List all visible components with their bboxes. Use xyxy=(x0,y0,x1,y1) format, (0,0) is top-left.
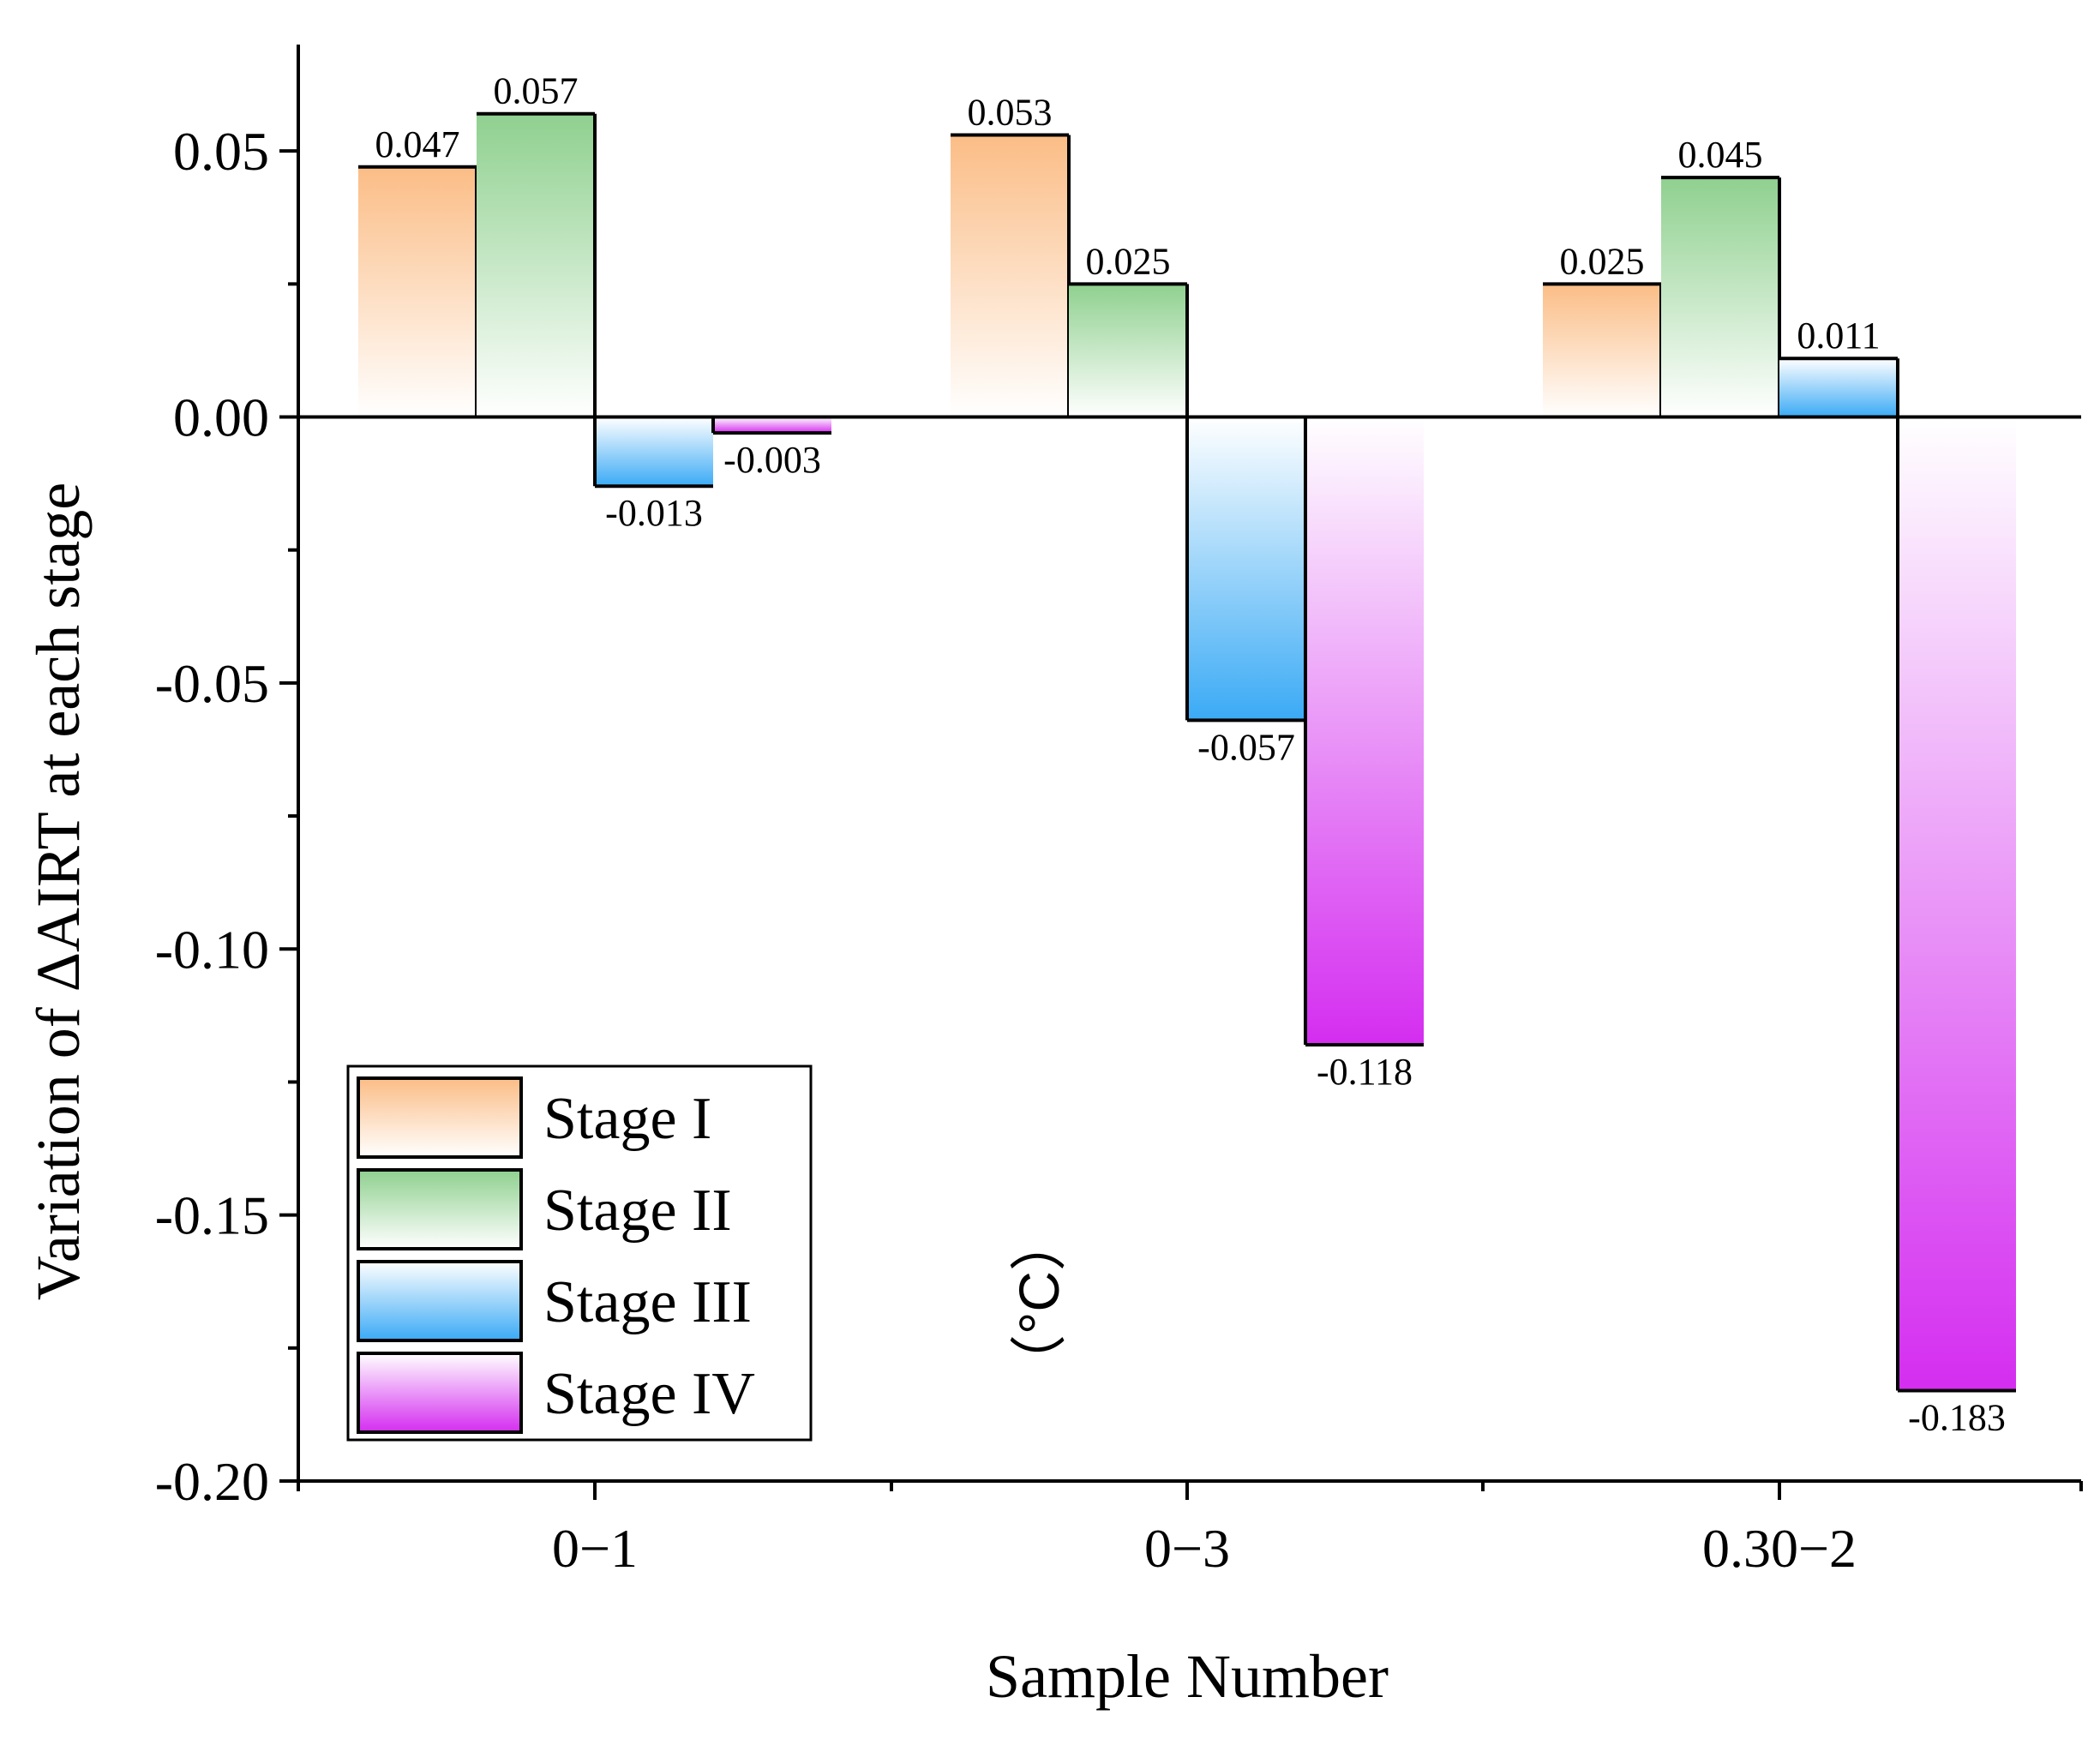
data-label: -0.057 xyxy=(1197,726,1295,768)
data-label: -0.183 xyxy=(1908,1396,2006,1438)
y-axis-title: Variation of ΔAIRT at each stage xyxy=(24,483,93,1300)
legend-label-stage-1: Stage I xyxy=(543,1086,711,1152)
bars-layer xyxy=(358,111,2016,1393)
data-label: 0.053 xyxy=(968,92,1053,134)
y-tick-label: 0.05 xyxy=(173,121,269,182)
bar-stage-3-2 xyxy=(1779,358,1898,417)
legend-label-stage-3: Stage III xyxy=(543,1269,752,1335)
legend-label-stage-2: Stage II xyxy=(543,1178,732,1244)
axes-layer: 0.05 0.00 -0.05 -0.10 -0.15 -0.20 0−1 0−3 0.30−2 xyxy=(155,45,2083,1579)
y-tick-label: 0.00 xyxy=(173,387,269,448)
data-label: -0.013 xyxy=(605,492,703,534)
legend: Stage I Stage II Stage III Stage IV xyxy=(346,1064,813,1442)
bar-stage-3-1 xyxy=(1187,417,1305,721)
legend-swatch-stage-1 xyxy=(357,1076,523,1159)
bar-stage-2-1 xyxy=(1069,284,1187,417)
bar-stage-4-0 xyxy=(713,417,831,434)
bar-stage-3-0 xyxy=(595,417,713,487)
data-label: 0.025 xyxy=(1560,240,1645,282)
y-tick-label: -0.20 xyxy=(155,1451,269,1512)
x-axis-title: Sample Number xyxy=(986,1642,1389,1711)
bar-stage-1-0 xyxy=(358,166,477,417)
bar-stage-2-2 xyxy=(1661,177,1779,417)
bar-stage-1-2 xyxy=(1543,284,1661,417)
data-label: -0.118 xyxy=(1317,1051,1413,1093)
legend-swatch-stage-3 xyxy=(357,1260,523,1342)
x-tick-label: 0.30−2 xyxy=(1702,1518,1857,1579)
legend-swatch-stage-2 xyxy=(357,1168,523,1250)
data-label: 0.025 xyxy=(1086,240,1171,282)
data-label: 0.011 xyxy=(1797,315,1880,357)
data-labels-layer: 0.047 0.053 0.025 0.057 0.025 0.045 -0.013 -0.0… xyxy=(375,70,2006,1439)
data-label: 0.045 xyxy=(1678,134,1763,176)
x-tick-label: 0−3 xyxy=(1144,1518,1230,1579)
unit-annotation: （°C） xyxy=(1007,1214,1071,1391)
x-tick-label: 0−1 xyxy=(552,1518,638,1579)
bar-stage-4-1 xyxy=(1305,417,1424,1045)
bar-stage-1-1 xyxy=(951,135,1069,417)
data-label: -0.003 xyxy=(723,439,821,481)
bar-stage-4-2 xyxy=(1898,417,2016,1391)
y-tick-label: -0.10 xyxy=(155,919,269,980)
legend-label-stage-4: Stage IV xyxy=(543,1361,755,1427)
y-tick-label: -0.05 xyxy=(155,653,269,714)
legend-swatch-stage-4 xyxy=(357,1352,523,1434)
bar-stage-2-0 xyxy=(477,113,595,417)
data-label: 0.057 xyxy=(494,70,579,112)
data-label: 0.047 xyxy=(375,123,460,165)
y-tick-label: -0.15 xyxy=(155,1185,269,1246)
